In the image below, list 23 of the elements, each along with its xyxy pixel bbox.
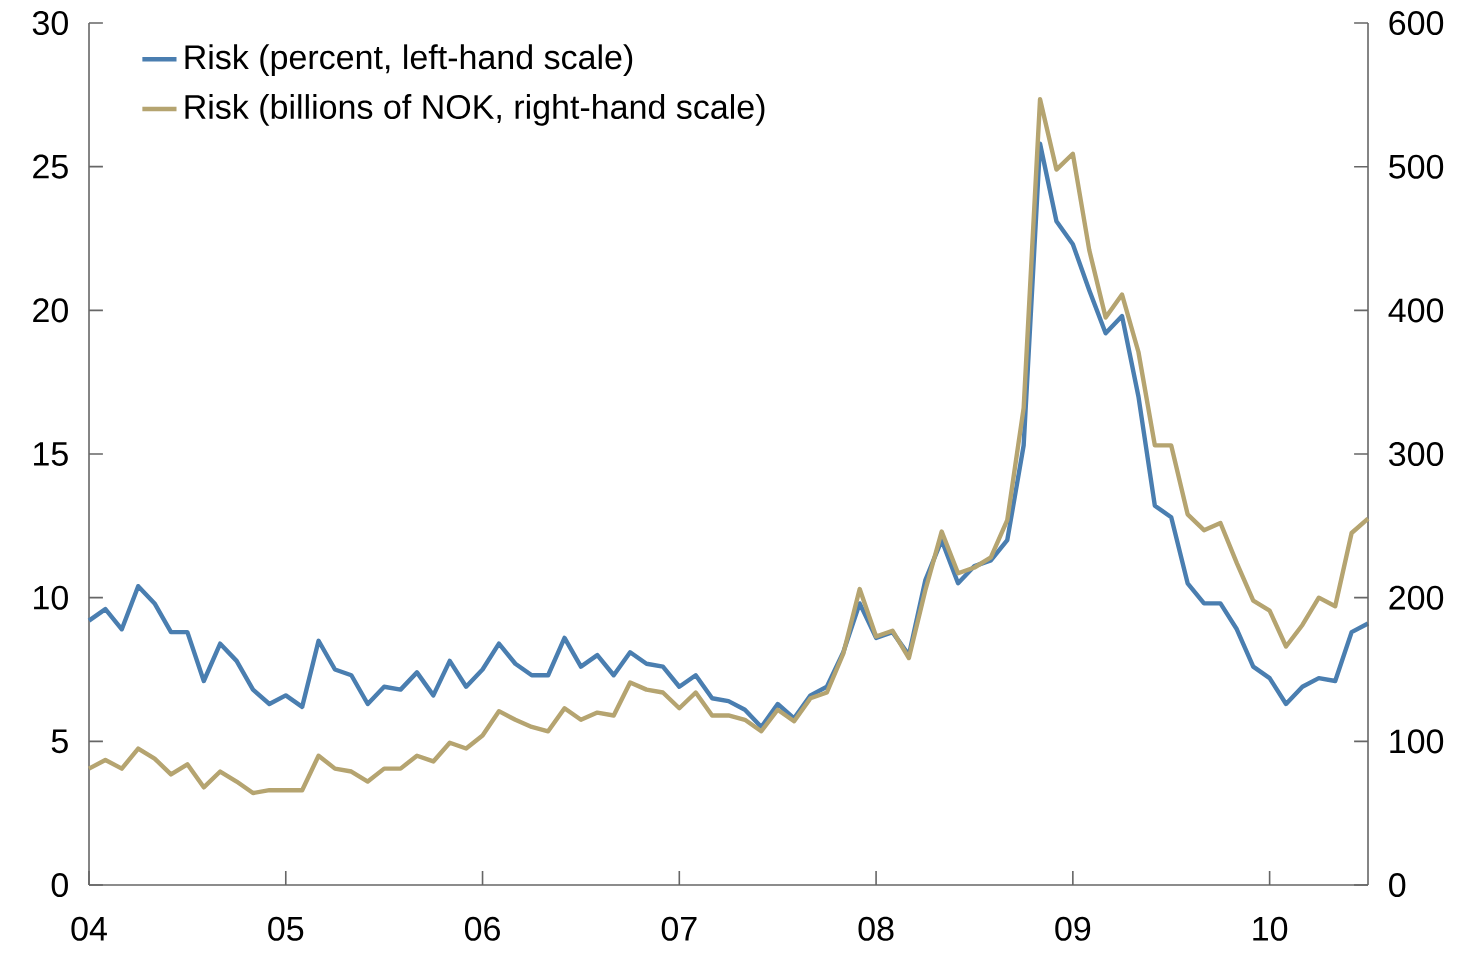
y-tick-label: 25	[33, 154, 68, 179]
legend-label: Risk (billions of NOK, right-hand scale)	[185, 94, 765, 126]
y2-tick-label: 200	[1389, 585, 1444, 610]
legend-label: Risk (percent, left-hand scale)	[185, 44, 633, 77]
y-tick-label: 0	[51, 872, 68, 898]
y-tick-label: 5	[51, 729, 68, 754]
y-tick-label: 15	[34, 442, 68, 466]
y-tick-label: 20	[33, 298, 68, 323]
y2-tick-label: 0	[1389, 872, 1406, 898]
y2-tick-label: 400	[1388, 298, 1444, 323]
y2-tick-label: 100	[1390, 729, 1444, 754]
x-tick-label: 04	[71, 916, 107, 941]
y2-tick-label: 300	[1389, 441, 1444, 467]
y2-tick-label: 600	[1389, 10, 1444, 36]
x-tick-label: 06	[464, 916, 500, 941]
x-tick-label: 07	[661, 916, 697, 941]
y2-tick-label: 500	[1389, 154, 1444, 179]
x-tick-label: 09	[1055, 916, 1091, 941]
y-tick-label: 10	[34, 585, 68, 610]
x-tick-label: 05	[268, 916, 304, 941]
x-tick-label: 10	[1253, 916, 1288, 941]
y-tick-label: 30	[32, 10, 68, 36]
x-tick-label: 08	[858, 916, 894, 941]
